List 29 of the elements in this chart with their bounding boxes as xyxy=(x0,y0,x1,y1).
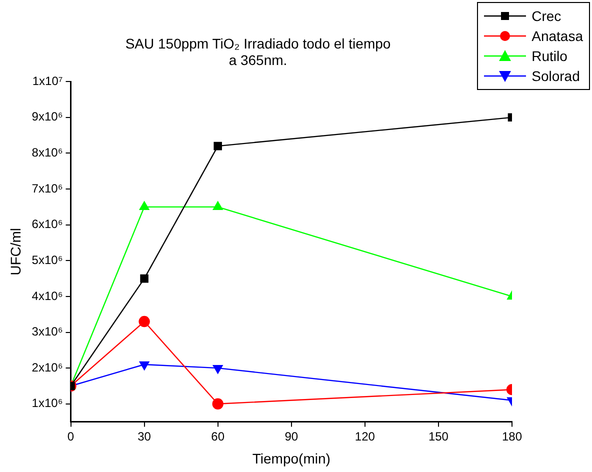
x-tick-label: 0 xyxy=(67,429,74,444)
legend-label: Crec xyxy=(532,8,562,24)
x-tick-label: 180 xyxy=(502,429,522,444)
text: SAU 150ppm TiO₂ Irradiado todo el tiempo xyxy=(125,35,391,52)
y-tick-label: 8x10⁶ xyxy=(32,146,63,160)
x-tick-label: 60 xyxy=(211,429,225,444)
x-tick-label: 120 xyxy=(354,429,376,444)
point xyxy=(212,364,223,374)
y-tick-label: 1x10⁷ xyxy=(32,74,63,88)
point xyxy=(139,201,150,210)
legend-label: Anatasa xyxy=(532,28,583,44)
point xyxy=(139,361,150,370)
legend-label: Rutilo xyxy=(532,48,568,64)
y-tick-label: 3x10⁶ xyxy=(32,324,63,339)
x-axis-title: Tiempo(min) xyxy=(252,450,330,466)
point xyxy=(212,201,223,210)
y-axis-title: UFC/ml xyxy=(7,228,24,276)
legend-label: Solorad xyxy=(532,68,580,84)
y-tick-label: 4x10⁶ xyxy=(32,288,63,303)
x-tick-label: 30 xyxy=(138,429,152,444)
x-tick-label: 90 xyxy=(284,429,298,444)
y-tick-label: 9x10⁶ xyxy=(32,110,63,124)
y-tick-label: 7x10⁶ xyxy=(32,181,63,196)
y-tick-label: 2x10⁶ xyxy=(32,360,63,374)
y-tick-label: 5x10⁶ xyxy=(32,252,63,267)
y-tick-label: 6x10⁶ xyxy=(32,217,63,232)
text: a 365nm. xyxy=(228,52,288,68)
y-tick-label: 1x10⁶ xyxy=(32,396,63,410)
x-tick-label: 150 xyxy=(428,429,449,444)
